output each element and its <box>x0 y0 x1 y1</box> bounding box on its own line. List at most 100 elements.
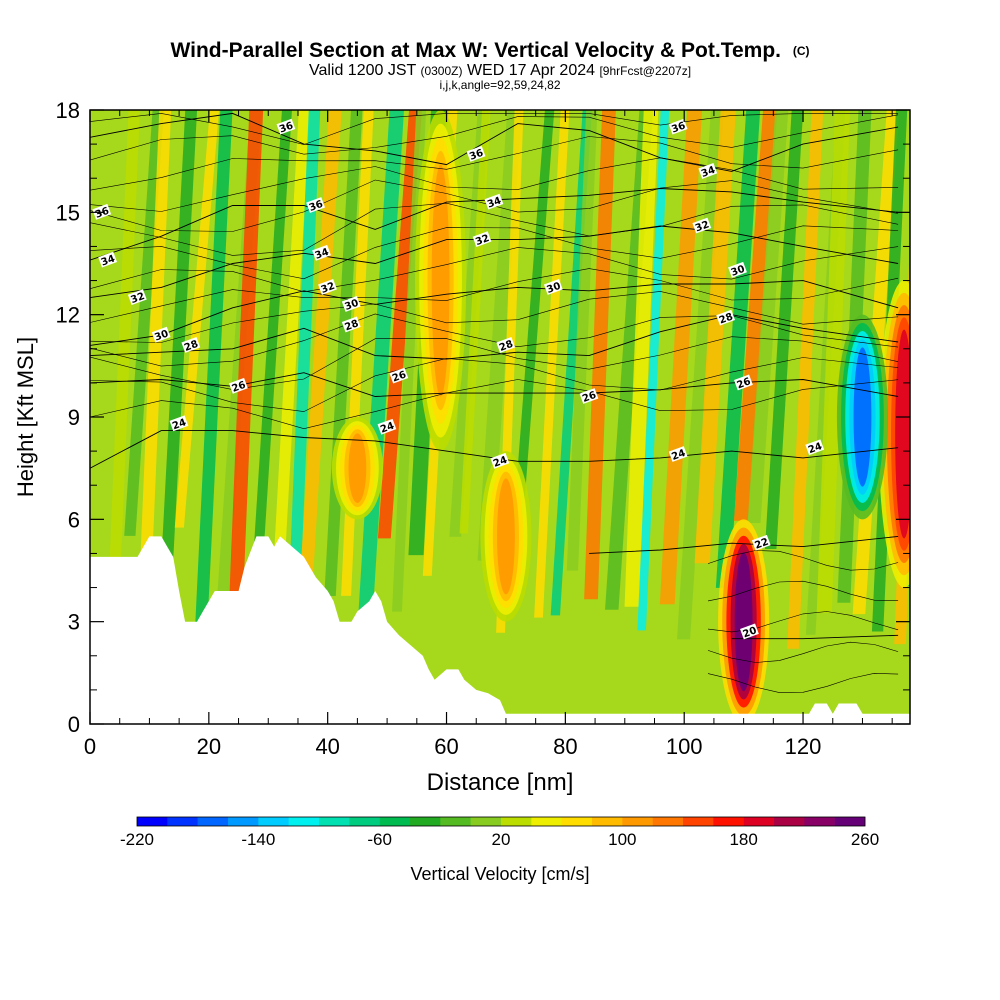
isentrope-minor <box>707 550 899 571</box>
isentrope-minor <box>90 313 899 367</box>
isentrope-minor <box>90 202 899 256</box>
isentrope-minor <box>707 672 899 693</box>
colorbar-swatch <box>197 817 229 826</box>
y-tick-label: 12 <box>56 303 80 328</box>
contour-label-text: 32 <box>320 281 337 296</box>
contour-label-text: 34 <box>314 247 331 262</box>
contour-label: 24 <box>490 452 510 470</box>
velocity-band <box>566 110 598 571</box>
contour-label-text: 24 <box>379 421 396 436</box>
contour-label-text: 24 <box>171 417 188 432</box>
contour-label-bg <box>377 418 397 435</box>
colorbar-swatch <box>228 817 259 826</box>
contour-label: 24 <box>169 415 189 432</box>
colorbar-swatch <box>410 817 441 826</box>
colorbar <box>136 816 866 827</box>
velocity-band <box>677 110 724 640</box>
contour-label-text: 26 <box>391 369 408 384</box>
contour-label-bg <box>306 197 326 213</box>
colorbar-swatch <box>804 817 835 826</box>
isentrope-20 <box>731 634 899 640</box>
colorbar-swatch <box>440 817 471 826</box>
velocity-band <box>733 110 778 521</box>
y-tick-label: 9 <box>68 405 80 430</box>
contour-label-bg <box>181 337 201 353</box>
y-tick-label: 3 <box>68 610 80 635</box>
strong-cell <box>895 329 910 539</box>
contour-label-text: 26 <box>581 390 598 405</box>
contour-label-bg <box>341 316 361 333</box>
contour-label-text: 36 <box>468 148 485 163</box>
isentrope-minor <box>90 136 899 191</box>
contour-label-bg <box>312 244 331 261</box>
isentrope-24 <box>90 430 899 469</box>
velocity-band <box>906 511 910 587</box>
colorbar-swatch <box>622 817 653 826</box>
contour-label: 30 <box>728 261 747 279</box>
contour-label-bg <box>169 415 189 432</box>
contour-label-text: 36 <box>308 199 325 214</box>
contour-label-text: 36 <box>278 120 295 135</box>
colorbar-swatch <box>379 817 411 826</box>
isentrope-minor <box>90 291 899 343</box>
contour-label: 24 <box>668 446 688 463</box>
y-tick-label: 6 <box>68 507 80 532</box>
contour-label: 32 <box>318 279 337 296</box>
colorbar-ticks: -220 -140 -60 20 100 180 260 <box>120 830 879 849</box>
contour-label-bg <box>579 388 599 404</box>
colorbar-swatch <box>683 817 714 826</box>
isentrope-minor <box>707 611 899 633</box>
contour-label-bg <box>466 145 486 162</box>
isentrope-36 <box>90 112 899 172</box>
y-tick-label: 18 <box>56 98 80 123</box>
chart-indices: i,j,k,angle=92,59,24,82 <box>439 78 560 92</box>
colorbar-swatch <box>531 817 562 826</box>
contour-label: 28 <box>496 337 516 354</box>
contour-label-text: 34 <box>486 195 503 210</box>
contour-label-bg <box>692 217 712 234</box>
colorbar-frame <box>136 816 866 827</box>
contour-label-text: 24 <box>670 448 687 463</box>
contour-label: 24 <box>377 418 397 436</box>
contour-label: 34 <box>698 163 718 180</box>
contour-label-text: 24 <box>492 455 509 470</box>
isentrope-minor <box>90 379 899 430</box>
colorbar-swatch <box>349 817 380 826</box>
velocity-band <box>584 110 616 600</box>
contour-label-bg <box>229 377 248 394</box>
velocity-band <box>624 110 659 607</box>
contour-label: 36 <box>466 145 486 163</box>
isentrope-22 <box>589 535 899 554</box>
chart-title: Wind-Parallel Section at Max W: Vertical… <box>170 39 809 62</box>
velocity-band <box>816 110 851 613</box>
contour-labels: 36 34 32 30 28 26 24 36 36 34 32 30 28 26 24 36 34 32 28 24… <box>92 118 825 640</box>
contour-label-bg <box>484 193 504 210</box>
colorbar-swatch <box>592 817 623 826</box>
terrain <box>90 536 910 724</box>
contour-label-text: 30 <box>343 298 360 313</box>
contour-label: 32 <box>692 217 712 234</box>
contour-label-text: 28 <box>183 339 200 354</box>
contour-label: 26 <box>734 374 753 391</box>
contour-label-text: 30 <box>153 328 170 343</box>
chart-subtitle: Valid 1200 JST (0300Z) WED 17 Apr 2024 [… <box>309 62 691 79</box>
contour-label: 26 <box>389 367 409 385</box>
contour-label-text: 24 <box>807 441 824 456</box>
isentrope-minor <box>90 357 899 412</box>
contour-label: 34 <box>312 244 331 262</box>
colorbar-swatch <box>288 817 320 826</box>
isentrope-minor <box>707 580 899 602</box>
colorbar-tick-label: 20 <box>492 830 511 849</box>
x-tick-label: 20 <box>197 734 221 759</box>
velocity-band <box>270 110 310 624</box>
x-tick-label: 60 <box>434 734 458 759</box>
contour-label: 28 <box>181 337 201 354</box>
x-tick-label: 40 <box>315 734 339 759</box>
velocity-band <box>787 110 824 649</box>
contour-label-text: 26 <box>231 380 248 395</box>
colorbar-tick-label: 260 <box>851 830 879 849</box>
velocity-band <box>286 110 321 638</box>
y-tick-label: 0 <box>68 712 80 737</box>
contour-label-bg <box>472 231 492 248</box>
